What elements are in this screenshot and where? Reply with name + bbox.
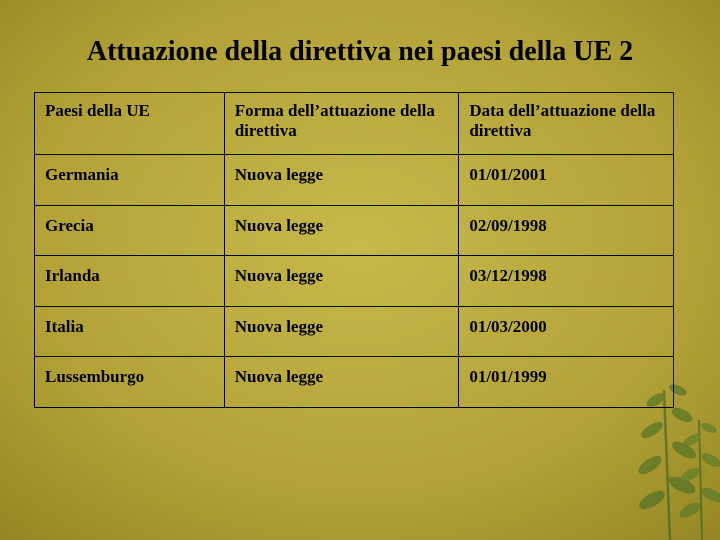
slide-content: Attuazione della direttiva nei paesi del… [30,36,690,408]
directive-table: Paesi della UE Forma dell’attuazione del… [34,92,674,408]
table-row: Grecia Nuova legge 02/09/1998 [35,205,674,256]
table-cell: 03/12/1998 [459,256,674,307]
table-row: Germania Nuova legge 01/01/2001 [35,155,674,206]
table-row: Lussemburgo Nuova legge 01/01/1999 [35,357,674,408]
table-header-cell: Data dell’attuazione della direttiva [459,93,674,155]
slide: Attuazione della direttiva nei paesi del… [0,0,720,540]
table-cell: Germania [35,155,225,206]
table-cell: Italia [35,306,225,357]
table-header-row: Paesi della UE Forma dell’attuazione del… [35,93,674,155]
table-header-cell: Paesi della UE [35,93,225,155]
table-cell: Nuova legge [224,205,459,256]
table-cell: Nuova legge [224,256,459,307]
table-cell: Irlanda [35,256,225,307]
table-cell: Nuova legge [224,155,459,206]
table-cell: 02/09/1998 [459,205,674,256]
table-header-cell: Forma dell’attuazione della direttiva [224,93,459,155]
table-row: Italia Nuova legge 01/03/2000 [35,306,674,357]
table-row: Irlanda Nuova legge 03/12/1998 [35,256,674,307]
slide-title: Attuazione della direttiva nei paesi del… [50,36,670,68]
table-cell: Nuova legge [224,357,459,408]
table-cell: 01/03/2000 [459,306,674,357]
table-cell: Grecia [35,205,225,256]
table-cell: Lussemburgo [35,357,225,408]
table-cell: 01/01/2001 [459,155,674,206]
table-cell: 01/01/1999 [459,357,674,408]
table-cell: Nuova legge [224,306,459,357]
